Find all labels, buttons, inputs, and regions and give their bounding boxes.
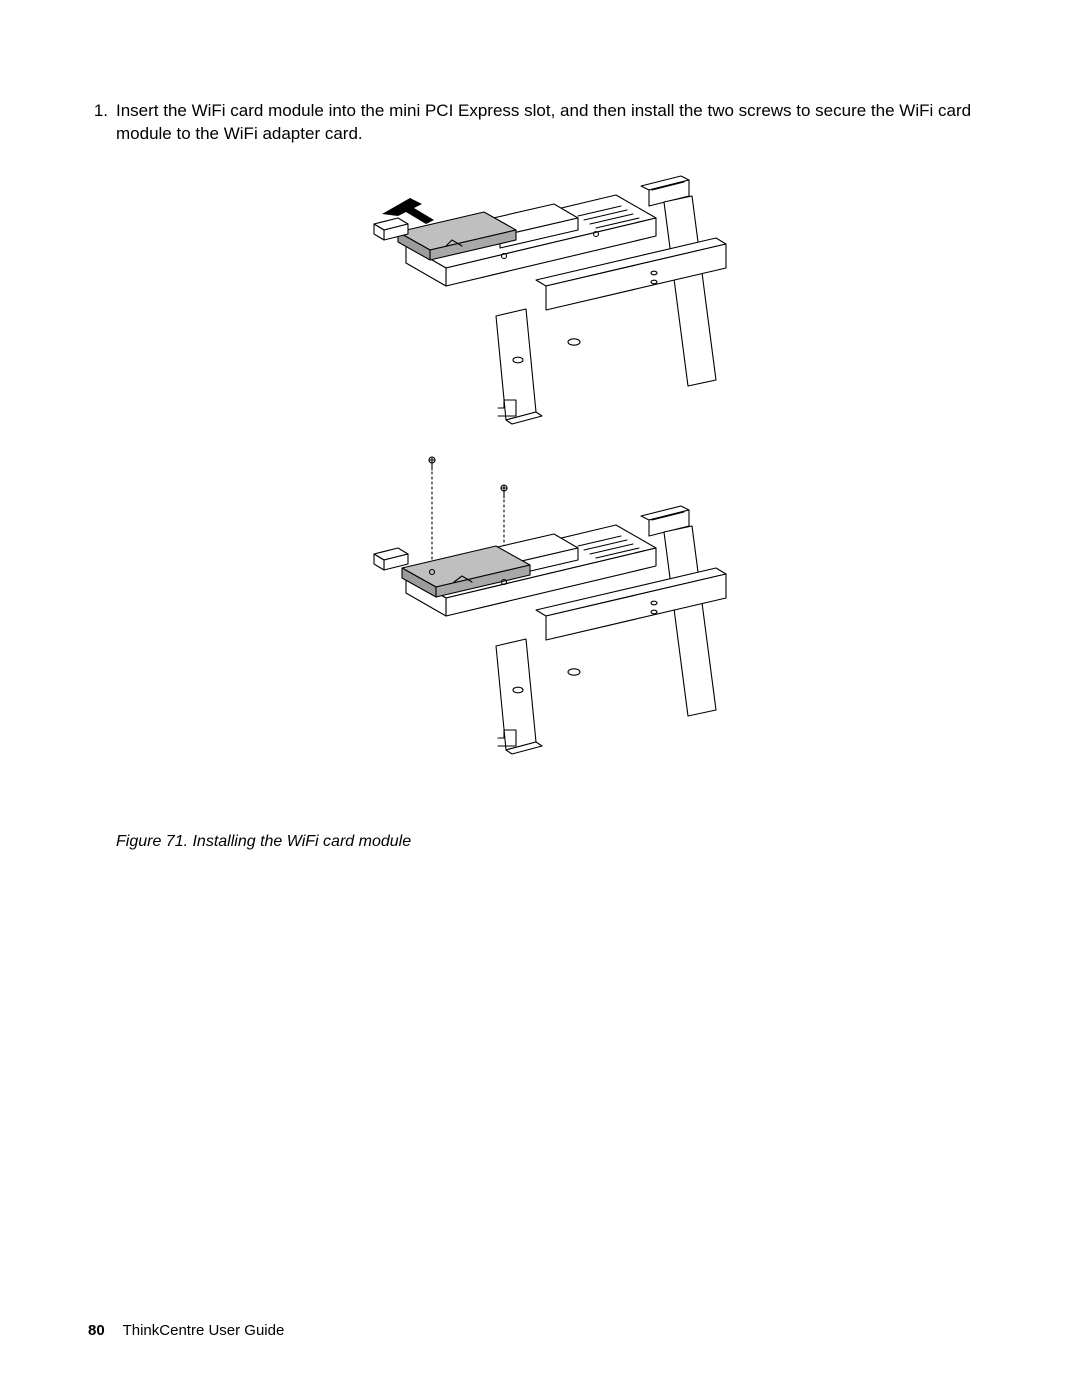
footer-title: ThinkCentre User Guide [123, 1322, 285, 1339]
figure-illustration [286, 160, 926, 815]
instruction-step: 1. Insert the WiFi card module into the … [88, 100, 992, 146]
page-footer: 80 ThinkCentre User Guide [88, 1322, 284, 1339]
step-text: Insert the WiFi card module into the min… [116, 100, 992, 146]
figure-caption: Figure 71. Installing the WiFi card modu… [116, 833, 411, 851]
figure-block: Figure 71. Installing the WiFi card modu… [116, 160, 992, 851]
page-number: 80 [88, 1322, 105, 1339]
step-number: 1. [88, 100, 116, 146]
